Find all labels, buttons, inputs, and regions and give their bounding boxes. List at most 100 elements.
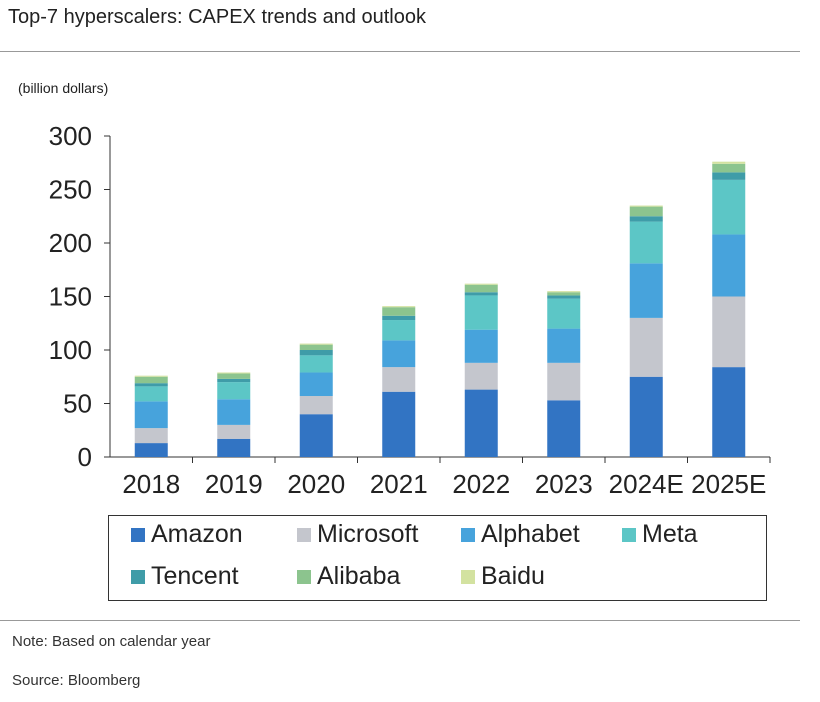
y-tick-label: 200 bbox=[49, 228, 92, 258]
bar-alphabet-2022 bbox=[464, 329, 498, 363]
x-tick-label: 2019 bbox=[205, 469, 263, 499]
bar-meta-2021 bbox=[382, 320, 416, 341]
bar-amazon-2022 bbox=[464, 389, 498, 457]
bar-meta-2020 bbox=[299, 355, 333, 373]
note-text: Note: Based on calendar year bbox=[12, 633, 211, 650]
bar-tencent-2023 bbox=[547, 295, 581, 299]
bar-microsoft-2021 bbox=[382, 367, 416, 392]
legend-label: Tencent bbox=[151, 562, 239, 590]
x-tick-label: 2024E bbox=[609, 469, 684, 499]
bar-meta-2024E bbox=[629, 221, 663, 264]
legend-item-meta: Meta bbox=[622, 520, 698, 549]
bar-alibaba-2024E bbox=[629, 206, 663, 217]
bar-baidu-2020 bbox=[299, 343, 333, 345]
bar-microsoft-2018 bbox=[134, 428, 168, 444]
bar-amazon-2020 bbox=[299, 414, 333, 457]
bar-alibaba-2019 bbox=[217, 373, 251, 379]
bar-amazon-2023 bbox=[547, 400, 581, 457]
x-tick-label: 2021 bbox=[370, 469, 428, 499]
legend-label: Alphabet bbox=[481, 520, 580, 548]
legend-item-alphabet: Alphabet bbox=[461, 520, 580, 549]
bar-amazon-2025E bbox=[712, 367, 746, 457]
y-tick-label: 50 bbox=[63, 389, 92, 419]
bar-amazon-2024E bbox=[629, 376, 663, 457]
legend-label: Amazon bbox=[151, 520, 243, 548]
legend-label: Alibaba bbox=[317, 562, 401, 590]
bar-amazon-2019 bbox=[217, 438, 251, 457]
bar-baidu-2019 bbox=[217, 372, 251, 374]
x-tick-label: 2025E bbox=[691, 469, 766, 499]
bar-baidu-2018 bbox=[134, 375, 168, 377]
bar-tencent-2021 bbox=[382, 315, 416, 321]
legend-item-microsoft: Microsoft bbox=[297, 520, 418, 549]
bar-microsoft-2025E bbox=[712, 296, 746, 368]
bottom-divider bbox=[0, 620, 800, 621]
bar-baidu-2024E bbox=[629, 205, 663, 207]
y-tick-label: 100 bbox=[49, 335, 92, 365]
legend-item-baidu: Baidu bbox=[461, 562, 545, 591]
bar-alibaba-2021 bbox=[382, 307, 416, 316]
bar-alibaba-2020 bbox=[299, 344, 333, 350]
bar-microsoft-2023 bbox=[547, 362, 581, 401]
chart-title: Top-7 hyperscalers: CAPEX trends and out… bbox=[8, 6, 426, 28]
x-tick-label: 2018 bbox=[122, 469, 180, 499]
legend-swatch bbox=[131, 569, 145, 584]
bar-microsoft-2024E bbox=[629, 317, 663, 377]
source-text: Source: Bloomberg bbox=[12, 672, 141, 689]
bar-microsoft-2022 bbox=[464, 362, 498, 390]
legend-item-tencent: Tencent bbox=[131, 562, 239, 591]
bar-alphabet-2024E bbox=[629, 263, 663, 318]
legend-swatch bbox=[461, 569, 475, 584]
bar-tencent-2018 bbox=[134, 383, 168, 387]
bar-tencent-2024E bbox=[629, 216, 663, 222]
top-divider bbox=[0, 51, 800, 52]
x-tick-label: 2020 bbox=[287, 469, 345, 499]
bar-alphabet-2018 bbox=[134, 401, 168, 429]
bar-meta-2025E bbox=[712, 179, 746, 235]
bar-baidu-2021 bbox=[382, 306, 416, 308]
bar-tencent-2019 bbox=[217, 378, 251, 383]
bar-alphabet-2021 bbox=[382, 340, 416, 368]
y-axis-unit-label: (billion dollars) bbox=[18, 80, 109, 96]
bar-tencent-2020 bbox=[299, 350, 333, 356]
legend-swatch bbox=[131, 527, 145, 542]
legend-item-amazon: Amazon bbox=[131, 520, 243, 549]
bar-alibaba-2022 bbox=[464, 284, 498, 293]
bar-alibaba-2025E bbox=[712, 163, 746, 173]
bar-microsoft-2020 bbox=[299, 396, 333, 415]
bar-tencent-2022 bbox=[464, 292, 498, 296]
y-tick-label: 0 bbox=[78, 442, 92, 472]
legend-label: Microsoft bbox=[317, 520, 419, 548]
bar-microsoft-2019 bbox=[217, 424, 251, 439]
bar-alphabet-2023 bbox=[547, 328, 581, 363]
x-tick-label: 2022 bbox=[452, 469, 510, 499]
bar-alibaba-2018 bbox=[134, 376, 168, 384]
y-tick-label: 150 bbox=[49, 282, 92, 312]
legend: Amazon Microsoft Alphabet Meta Tencent Alibab… bbox=[108, 515, 767, 601]
bar-meta-2019 bbox=[217, 382, 251, 400]
x-tick-label: 2023 bbox=[535, 469, 593, 499]
bar-meta-2023 bbox=[547, 298, 581, 329]
bar-amazon-2021 bbox=[382, 391, 416, 457]
bar-meta-2018 bbox=[134, 386, 168, 402]
y-tick-label: 300 bbox=[49, 121, 92, 151]
legend-item-alibaba: Alibaba bbox=[297, 562, 400, 591]
bar-alibaba-2023 bbox=[547, 292, 581, 296]
legend-label: Meta bbox=[642, 520, 698, 548]
legend-label: Baidu bbox=[481, 562, 545, 590]
y-tick-label: 250 bbox=[49, 175, 92, 205]
bar-baidu-2025E bbox=[712, 161, 746, 164]
legend-swatch bbox=[297, 569, 311, 584]
bar-alphabet-2020 bbox=[299, 372, 333, 397]
bar-amazon-2018 bbox=[134, 443, 168, 457]
legend-swatch bbox=[622, 527, 636, 542]
bar-meta-2022 bbox=[464, 295, 498, 330]
bar-alphabet-2019 bbox=[217, 399, 251, 425]
plot-area: 0 50 100 150 200 250 300 2018 2019 2020 2021 2022 20… bbox=[49, 121, 771, 499]
bar-tencent-2025E bbox=[712, 172, 746, 180]
legend-swatch bbox=[461, 527, 475, 542]
bar-alphabet-2025E bbox=[712, 234, 746, 297]
legend-swatch bbox=[297, 527, 311, 542]
bar-baidu-2022 bbox=[464, 283, 498, 285]
